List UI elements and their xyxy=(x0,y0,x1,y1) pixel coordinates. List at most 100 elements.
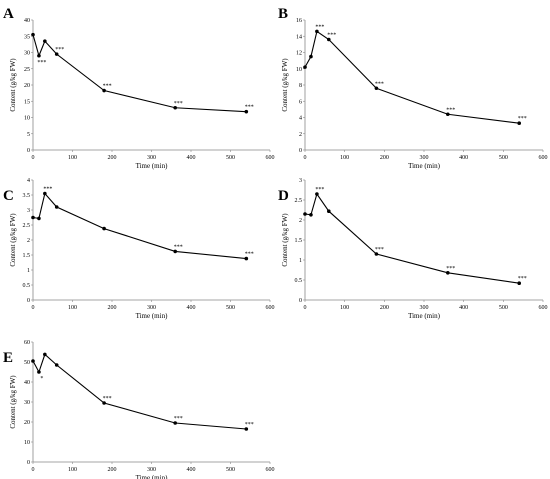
chart-4-x-tick-label: 400 xyxy=(459,305,468,311)
chart-4-x-axis-title: Time (min) xyxy=(408,312,440,320)
chart-2-panel-letter: B xyxy=(278,6,288,22)
chart-4-y-tick-label: 1 xyxy=(299,258,302,264)
chart-4-data-point xyxy=(315,192,319,196)
chart-5-data-point xyxy=(37,370,41,374)
chart-2-x-tick-label: 300 xyxy=(420,155,429,161)
chart-3-significance-label: *** xyxy=(43,187,52,193)
chart-4-significance-label: *** xyxy=(315,187,324,193)
chart-1-data-point xyxy=(244,109,249,114)
chart-5-data-point xyxy=(102,401,106,405)
chart-3-data-point xyxy=(244,256,249,261)
chart-1-data-point xyxy=(43,39,47,43)
chart-5-panel-letter: E xyxy=(3,350,13,366)
chart-2-data-point xyxy=(315,29,319,34)
chart-1-y-tick-label: 20 xyxy=(24,83,30,89)
chart-4-data-point xyxy=(517,281,521,286)
chart-3-y-tick-label: 3.5 xyxy=(23,193,31,199)
chart-3-x-tick-label: 0 xyxy=(32,305,35,311)
chart-5-data-point xyxy=(244,427,249,431)
chart-4-significance-label: *** xyxy=(446,266,455,272)
chart-3-data-point xyxy=(31,215,35,220)
chart-4-data-point xyxy=(446,271,450,275)
chart-3-y-tick-label: 2.5 xyxy=(23,223,31,229)
chart-2-y-tick-label: 16 xyxy=(296,18,302,24)
chart-4-data-point xyxy=(303,212,307,216)
chart-1-y-axis-title: Content (g/kg FW) xyxy=(9,58,17,112)
chart-3-y-tick-label: 1 xyxy=(27,268,30,274)
chart-1-data-point xyxy=(37,53,41,58)
chart-3-x-tick-label: 100 xyxy=(68,305,77,311)
chart-4-data-point xyxy=(374,252,379,256)
chart-3-x-tick-label: 600 xyxy=(266,305,275,311)
chart-1-data-point xyxy=(54,52,59,56)
chart-4-y-tick-label: 0 xyxy=(299,298,302,304)
chart-3-y-tick-label: 0 xyxy=(27,298,30,304)
chart-1-y-tick-label: 0 xyxy=(27,148,30,154)
chart-2-x-axis-title: Time (min) xyxy=(408,162,440,170)
chart-1-significance-label: *** xyxy=(245,105,254,111)
chart-5-y-tick-label: 0 xyxy=(27,460,30,466)
chart-4-x-tick-label: 100 xyxy=(340,305,349,311)
chart-4-y-tick-label: 2 xyxy=(299,218,302,224)
chart-2-y-tick-label: 6 xyxy=(299,99,302,105)
chart-5-y-tick-label: 40 xyxy=(24,380,30,386)
chart-1-x-tick-label: 200 xyxy=(108,155,117,161)
chart-2-significance-label: *** xyxy=(375,81,384,87)
chart-1-data-point xyxy=(173,105,177,110)
chart-4-x-tick-label: 500 xyxy=(499,305,508,311)
chart-2-significance-label: *** xyxy=(327,33,336,39)
chart-1-y-tick-label: 5 xyxy=(27,132,30,138)
chart-2-y-tick-label: 8 xyxy=(299,83,302,89)
chart-5-significance-label: *** xyxy=(245,422,254,428)
chart-1-y-tick-label: 10 xyxy=(24,116,30,122)
chart-2-x-tick-label: 100 xyxy=(340,155,349,161)
chart-2-data-point xyxy=(446,112,450,117)
chart-1-significance-label: *** xyxy=(103,84,112,90)
chart-2-series-line xyxy=(304,30,520,124)
chart-2-data-point xyxy=(374,86,379,91)
chart-3-data-point xyxy=(54,205,59,209)
chart-3-series-line xyxy=(32,192,247,260)
chart-5-x-tick-label: 100 xyxy=(68,467,77,473)
chart-2-x-tick-label: 400 xyxy=(459,155,468,161)
chart-2-data-point xyxy=(309,54,313,59)
chart-5-y-tick-label: 10 xyxy=(24,440,30,446)
chart-1-y-tick-label: 35 xyxy=(24,34,30,40)
chart-2-data-point xyxy=(327,37,331,42)
chart-2-significance-label: *** xyxy=(446,107,455,113)
chart-4-significance-label: *** xyxy=(518,276,527,282)
chart-5-y-tick-label: 60 xyxy=(24,340,30,346)
chart-4-series-line xyxy=(304,192,520,284)
chart-2-significance-label: *** xyxy=(315,24,324,30)
chart-1-data-point xyxy=(102,88,106,93)
chart-1-x-tick-label: 400 xyxy=(187,155,196,161)
chart-4-panel-letter: D xyxy=(278,188,289,204)
chart-5-data-point xyxy=(54,363,59,367)
chart-1-y-tick-label: 40 xyxy=(24,18,30,24)
chart-5-significance-label: *** xyxy=(103,396,112,402)
chart-3-panel-letter: C xyxy=(3,188,14,204)
chart-4-y-tick-label: 0.5 xyxy=(295,278,303,284)
chart-3-data-point xyxy=(102,226,106,231)
chart-5-data-point xyxy=(31,359,35,363)
chart-5-x-axis-title: Time (min) xyxy=(136,474,168,479)
chart-3-y-axis-title: Content (g/kg FW) xyxy=(9,213,17,267)
chart-1-series-line xyxy=(32,34,247,113)
chart-4-data-point xyxy=(327,209,331,213)
chart-3-x-tick-label: 300 xyxy=(147,305,156,311)
chart-5-y-tick-label: 50 xyxy=(24,360,30,366)
chart-4-significance-label: *** xyxy=(375,247,384,253)
chart-3-y-tick-label: 2 xyxy=(27,238,30,244)
chart-2-x-tick-label: 200 xyxy=(380,155,389,161)
chart-1-x-axis-title: Time (min) xyxy=(136,162,168,170)
chart-3-significance-label: *** xyxy=(245,252,254,258)
chart-4-data-point xyxy=(309,213,313,217)
chart-3-data-point xyxy=(37,216,41,221)
chart-5-y-axis-title: Content (g/kg FW) xyxy=(9,375,17,429)
chart-3-significance-label: *** xyxy=(174,244,183,250)
chart-1-x-tick-label: 500 xyxy=(226,155,235,161)
chart-3-x-tick-label: 500 xyxy=(226,305,235,311)
chart-1-data-point xyxy=(31,32,35,37)
chart-3-y-tick-label: 4 xyxy=(27,178,30,184)
